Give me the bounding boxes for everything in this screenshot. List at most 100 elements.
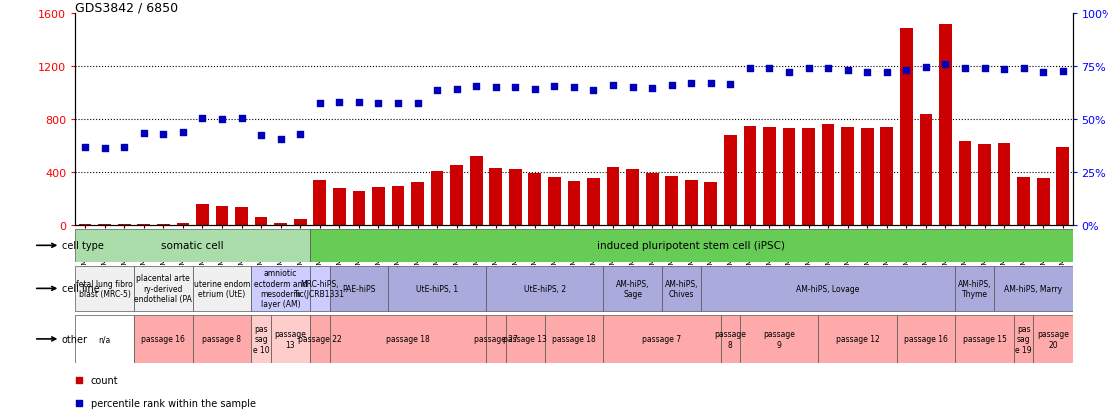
Point — [271, 136, 289, 143]
Text: GDS3842 / 6850: GDS3842 / 6850 — [75, 2, 178, 14]
Point — [565, 85, 583, 91]
Bar — [782, 129, 796, 225]
Bar — [509, 170, 522, 225]
Point — [644, 85, 661, 92]
Point — [213, 116, 230, 123]
Point — [585, 88, 603, 94]
Point — [663, 82, 680, 89]
Bar — [626, 170, 639, 225]
Point — [780, 69, 798, 76]
Bar — [763, 128, 776, 225]
Bar — [388, 266, 486, 311]
Point — [741, 66, 759, 72]
Bar — [352, 192, 366, 225]
Bar — [134, 266, 193, 311]
Point — [389, 101, 407, 107]
Point — [1054, 69, 1071, 75]
Text: pas
sag
e 10: pas sag e 10 — [253, 324, 269, 354]
Text: PAE-hiPS: PAE-hiPS — [342, 284, 376, 293]
Bar — [819, 315, 896, 363]
Bar — [802, 128, 814, 225]
Text: passage
20: passage 20 — [1037, 330, 1069, 349]
Point — [409, 101, 427, 107]
Text: MRC-hiPS,
Tic(JCRB1331: MRC-hiPS, Tic(JCRB1331 — [295, 279, 346, 298]
Bar — [607, 167, 619, 225]
Text: UtE-hiPS, 2: UtE-hiPS, 2 — [524, 284, 566, 293]
Point — [526, 86, 544, 93]
Point — [115, 144, 133, 151]
Text: passage 18: passage 18 — [552, 335, 596, 344]
Point — [233, 115, 250, 122]
Bar — [529, 174, 541, 225]
Text: induced pluripotent stem cell (iPSC): induced pluripotent stem cell (iPSC) — [597, 241, 786, 251]
Bar — [994, 266, 1073, 311]
Point — [311, 101, 329, 107]
Bar — [705, 183, 717, 225]
Bar — [1037, 179, 1049, 225]
Bar — [329, 266, 388, 311]
Text: passage 8: passage 8 — [203, 335, 242, 344]
Bar — [720, 315, 740, 363]
Point — [702, 80, 720, 87]
Point — [917, 64, 935, 71]
Bar — [665, 177, 678, 225]
Point — [819, 66, 837, 72]
Text: AM-hiPS, Lovage: AM-hiPS, Lovage — [797, 284, 860, 293]
Bar — [603, 266, 661, 311]
Point — [897, 67, 915, 74]
Bar — [881, 128, 893, 225]
Bar — [431, 171, 443, 225]
Bar — [270, 315, 310, 363]
Bar — [332, 189, 346, 225]
Bar — [275, 224, 287, 225]
Bar — [486, 266, 603, 311]
Bar — [646, 174, 658, 225]
Bar — [567, 182, 581, 225]
Text: percentile rank within the sample: percentile rank within the sample — [91, 398, 256, 408]
Text: uterine endom
etrium (UtE): uterine endom etrium (UtE) — [194, 279, 250, 298]
Point — [428, 88, 445, 94]
Bar — [490, 169, 502, 225]
Text: passage 16: passage 16 — [904, 335, 947, 344]
Point — [253, 132, 270, 139]
Bar — [841, 128, 854, 225]
Point — [76, 144, 94, 151]
Bar — [743, 126, 757, 225]
Text: passage 7: passage 7 — [643, 335, 681, 344]
Point — [604, 82, 622, 89]
Bar — [822, 125, 834, 225]
Bar — [314, 181, 326, 225]
Bar — [1034, 315, 1073, 363]
Bar — [310, 230, 1073, 262]
Point — [1015, 66, 1033, 72]
Bar — [79, 224, 92, 225]
Bar — [724, 135, 737, 225]
Bar — [548, 178, 561, 225]
Point — [760, 66, 778, 72]
Text: passage 22: passage 22 — [298, 335, 341, 344]
Text: AM-hiPS,
Chives: AM-hiPS, Chives — [665, 279, 698, 298]
Text: n/a: n/a — [99, 335, 111, 344]
Point — [154, 132, 172, 138]
Text: somatic cell: somatic cell — [162, 241, 224, 251]
Point — [721, 82, 739, 88]
Point — [624, 84, 642, 91]
Point — [839, 67, 856, 74]
Bar — [740, 315, 819, 363]
Bar — [603, 315, 720, 363]
Text: passage 18: passage 18 — [386, 335, 430, 344]
Bar — [137, 224, 150, 225]
Point — [545, 83, 563, 90]
Point — [995, 66, 1013, 73]
Point — [350, 100, 368, 106]
Point — [370, 101, 388, 107]
Bar — [411, 182, 424, 225]
Bar — [900, 29, 913, 225]
Bar — [896, 315, 955, 363]
Text: passage 16: passage 16 — [142, 335, 185, 344]
Text: AM-hiPS,
Thyme: AM-hiPS, Thyme — [958, 279, 992, 298]
Bar — [294, 220, 307, 225]
Text: placental arte
ry-derived
endothelial (PA: placental arte ry-derived endothelial (P… — [134, 274, 193, 304]
Bar — [958, 142, 972, 225]
Bar — [920, 114, 932, 225]
